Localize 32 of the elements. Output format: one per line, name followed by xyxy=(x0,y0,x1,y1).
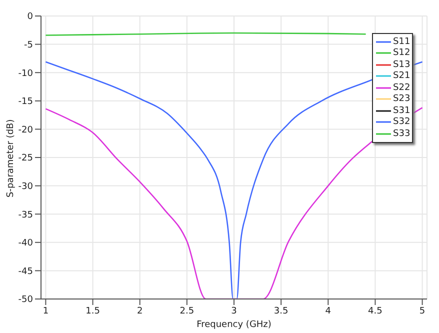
y-tick-label: -20 xyxy=(18,125,34,136)
y-tick-label: 0 xyxy=(27,12,34,22)
y-tick-label: -40 xyxy=(18,238,34,249)
x-tick-label: 4 xyxy=(325,306,332,316)
legend-label: S33 xyxy=(393,128,410,139)
y-tick-label: -50 xyxy=(18,295,34,306)
y-tick-label: -15 xyxy=(18,97,33,108)
legend-label: S23 xyxy=(393,94,410,104)
x-tick-label: 5 xyxy=(419,306,426,316)
x-tick-label: 1 xyxy=(42,306,49,316)
y-tick-label: -30 xyxy=(18,182,34,192)
line-series xyxy=(45,61,423,299)
legend-label: S22 xyxy=(393,82,410,93)
y-tick-label: -10 xyxy=(18,68,34,79)
legend-label: S32 xyxy=(393,117,410,128)
y-tick-label: -25 xyxy=(18,154,33,164)
x-axis-title: Frequency (GHz) xyxy=(196,320,272,330)
x-tick-label: 4.5 xyxy=(368,306,382,316)
x-tick-label: 2.5 xyxy=(180,306,194,316)
legend-label: S31 xyxy=(393,106,410,116)
x-tick-label: 3.5 xyxy=(274,306,288,316)
legend-label: S12 xyxy=(393,48,410,58)
x-tick-label: 2 xyxy=(136,306,143,316)
y-tick-label: -5 xyxy=(24,40,33,50)
x-tick-label: 3 xyxy=(231,306,237,316)
y-axis-title: S-parameter (dB) xyxy=(6,119,16,198)
y-tick-label: -35 xyxy=(18,210,33,220)
y-tick-label: -45 xyxy=(18,266,33,277)
legend-label: S11 xyxy=(393,36,410,47)
legend-label: S21 xyxy=(393,71,410,82)
x-tick-label: 1.5 xyxy=(86,306,100,316)
legend-label: S13 xyxy=(393,60,410,70)
